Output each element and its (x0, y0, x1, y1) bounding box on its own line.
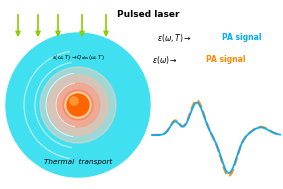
Text: Pulsed laser: Pulsed laser (117, 10, 179, 19)
Text: $\varepsilon(\omega, T) \rightarrow$: $\varepsilon(\omega, T) \rightarrow$ (157, 32, 192, 44)
Circle shape (65, 92, 91, 118)
Text: PA signal: PA signal (222, 33, 261, 43)
Text: Thermal  transport: Thermal transport (44, 159, 112, 165)
Text: $\varepsilon(\omega, T) \rightarrow Q_{\rm abs}(\omega, T)$: $\varepsilon(\omega, T) \rightarrow Q_{\… (52, 53, 104, 63)
Circle shape (56, 83, 100, 127)
Text: PA signal: PA signal (206, 56, 245, 64)
Text: $\varepsilon(\omega) \rightarrow$: $\varepsilon(\omega) \rightarrow$ (152, 54, 178, 66)
Circle shape (63, 90, 93, 120)
Circle shape (6, 33, 150, 177)
Circle shape (70, 97, 78, 105)
Circle shape (68, 95, 88, 115)
Circle shape (67, 94, 89, 116)
Circle shape (48, 75, 108, 135)
Circle shape (40, 67, 116, 143)
